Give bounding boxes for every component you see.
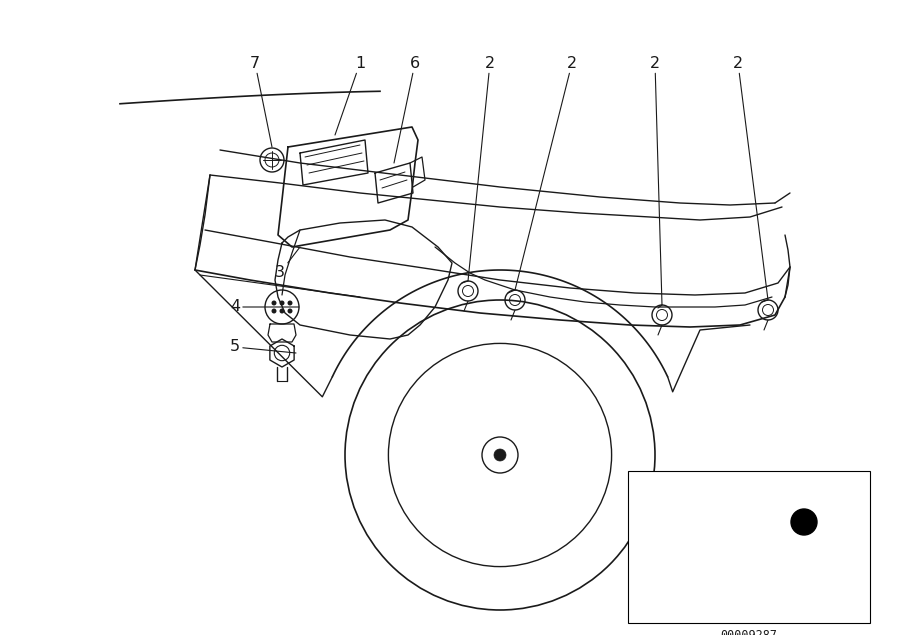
Text: 5: 5 — [230, 340, 296, 354]
Text: 00009287: 00009287 — [721, 629, 778, 635]
Text: 2: 2 — [650, 55, 662, 305]
Circle shape — [494, 449, 506, 461]
Circle shape — [287, 309, 292, 314]
Bar — [628, 471, 870, 623]
Text: 2: 2 — [468, 55, 495, 281]
Text: 3: 3 — [275, 247, 300, 281]
Text: 1: 1 — [335, 55, 365, 135]
Circle shape — [280, 300, 284, 305]
Text: 2: 2 — [515, 55, 577, 290]
Text: 2: 2 — [733, 55, 768, 300]
Circle shape — [272, 300, 276, 305]
Text: 4: 4 — [230, 300, 299, 314]
Text: 7: 7 — [250, 55, 272, 147]
Circle shape — [791, 509, 817, 535]
Text: 6: 6 — [394, 55, 420, 163]
Circle shape — [280, 309, 284, 314]
Circle shape — [287, 300, 292, 305]
Circle shape — [272, 309, 276, 314]
